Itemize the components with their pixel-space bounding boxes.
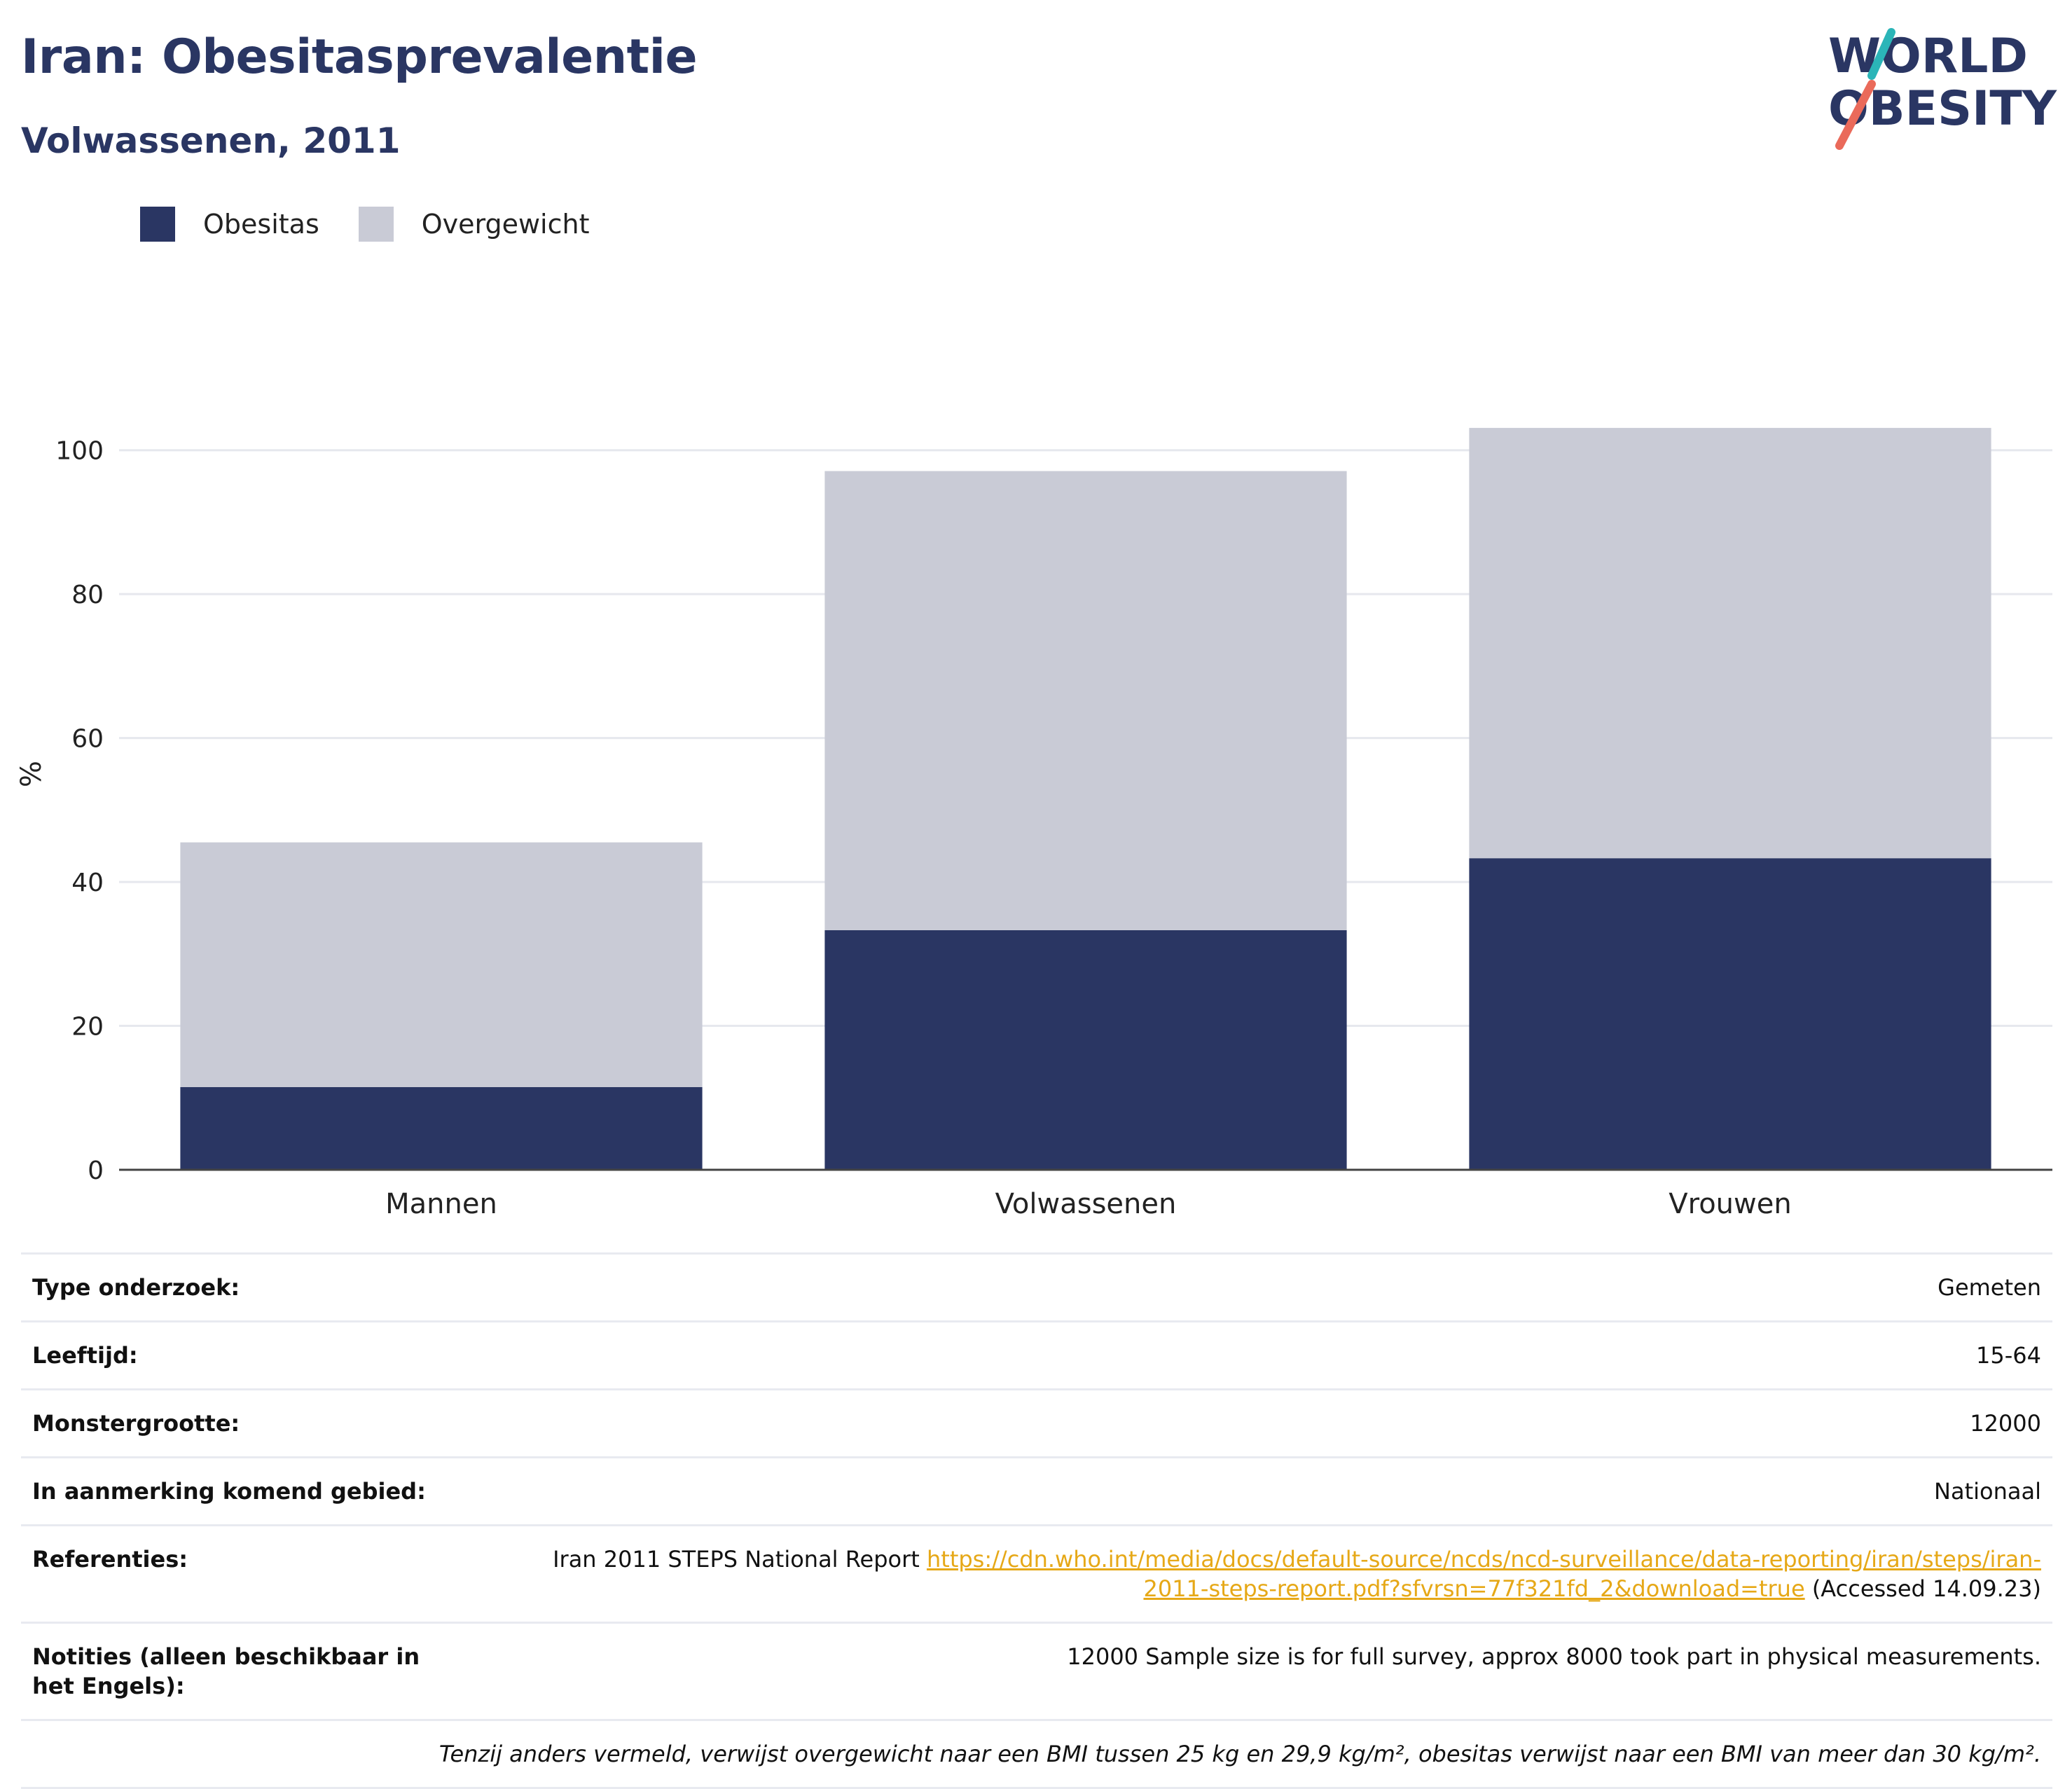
info-row-sample-size: Monstergrootte: 12000: [21, 1388, 2052, 1456]
footnote-text: Tenzij anders vermeld, verwijst overgewi…: [438, 1741, 2041, 1767]
y-tick-label: 100: [55, 437, 104, 466]
info-key: Notities (alleen beschikbaar in het Enge…: [32, 1643, 420, 1699]
y-tick-label: 20: [71, 1013, 104, 1042]
logo-slash-teal: [1867, 28, 1895, 80]
legend-label-overgewicht: Overgewicht: [421, 209, 590, 240]
reference-link-line1: https://cdn.who.int/media/docs/default-s…: [926, 1546, 2041, 1573]
info-row-survey-type: Type onderzoek: Gemeten: [21, 1252, 2052, 1320]
bar-overgewicht-volwassenen[interactable]: [824, 471, 1347, 930]
info-footnote: Tenzij anders vermeld, verwijst overgewi…: [21, 1719, 2052, 1789]
chart-legend: Obesitas Overgewicht: [140, 207, 629, 242]
y-tick-label: 60: [71, 725, 104, 754]
info-key: Type onderzoek:: [32, 1274, 240, 1301]
y-tick-label: 80: [71, 581, 104, 609]
info-row-notes: Notities (alleen beschikbaar in het Enge…: [21, 1622, 2052, 1719]
page-subtitle: Volwassenen, 2011: [21, 120, 401, 161]
y-tick-label: 0: [88, 1156, 104, 1185]
bar-obesitas-mannen[interactable]: [180, 1086, 703, 1170]
bar-chart: 0 20 40 60 80 100 Mannen Volwassenen Vrouwen %: [15, 427, 2052, 1220]
x-tick-label: Mannen: [385, 1188, 497, 1220]
legend-item-obesitas[interactable]: Obesitas: [140, 207, 319, 242]
info-value: Iran 2011 STEPS National Report https://…: [467, 1545, 2041, 1603]
world-obesity-logo: WORLD OBESITY: [1828, 28, 2057, 150]
legend-swatch-obesitas: [140, 207, 175, 242]
legend-item-overgewicht[interactable]: Overgewicht: [358, 207, 590, 242]
info-value: 12000: [1970, 1410, 2041, 1437]
info-value: Nationaal: [1934, 1478, 2041, 1505]
logo-line1: WORLD: [1828, 29, 2028, 84]
x-tick-label: Vrouwen: [1669, 1188, 1791, 1220]
info-value: Gemeten: [1938, 1274, 2041, 1301]
bar-obesitas-volwassenen[interactable]: [824, 930, 1347, 1170]
legend-swatch-overgewicht: [358, 207, 394, 242]
y-tick-label: 40: [71, 869, 104, 897]
x-axis-labels: Mannen Volwassenen Vrouwen: [385, 1188, 1792, 1220]
x-tick-label: Volwassenen: [995, 1188, 1177, 1220]
info-row-age: Leeftijd: 15-64: [21, 1320, 2052, 1388]
info-row-area: In aanmerking komend gebied: Nationaal: [21, 1456, 2052, 1524]
info-key: Monstergrootte:: [32, 1410, 240, 1437]
info-value: 12000 Sample size is for full survey, ap…: [1067, 1643, 2041, 1670]
bars: [119, 427, 2052, 1171]
reference-link[interactable]: https://cdn.who.int/media/docs/default-s…: [927, 1546, 2041, 1602]
logo-slash-coral: [1835, 80, 1876, 150]
info-value: 15-64: [1976, 1342, 2041, 1369]
bar-overgewicht-vrouwen[interactable]: [1469, 427, 1991, 859]
y-axis-ticks: 0 20 40 60 80 100: [55, 437, 104, 1185]
info-key: In aanmerking komend gebied:: [32, 1478, 426, 1505]
bar-overgewicht-mannen[interactable]: [180, 842, 703, 1087]
info-key: Leeftijd:: [32, 1342, 138, 1369]
reference-accessed: (Accessed 14.09.23): [1804, 1575, 2041, 1602]
reference-title: Iran 2011 STEPS National Report: [553, 1546, 927, 1573]
info-row-references: Referenties: Iran 2011 STEPS National Re…: [21, 1524, 2052, 1622]
info-key: Referenties:: [32, 1546, 188, 1573]
bar-obesitas-vrouwen[interactable]: [1469, 858, 1991, 1170]
reference-link-line2: 2011-steps-report.pdf?sfvrsn=77f321fd_2&…: [1143, 1575, 1805, 1602]
page-title: Iran: Obesitasprevalentie: [21, 29, 698, 85]
info-table: Type onderzoek: Gemeten Leeftijd: 15-64 …: [21, 1252, 2052, 1789]
y-axis-label: %: [15, 761, 48, 787]
legend-label-obesitas: Obesitas: [203, 209, 319, 240]
